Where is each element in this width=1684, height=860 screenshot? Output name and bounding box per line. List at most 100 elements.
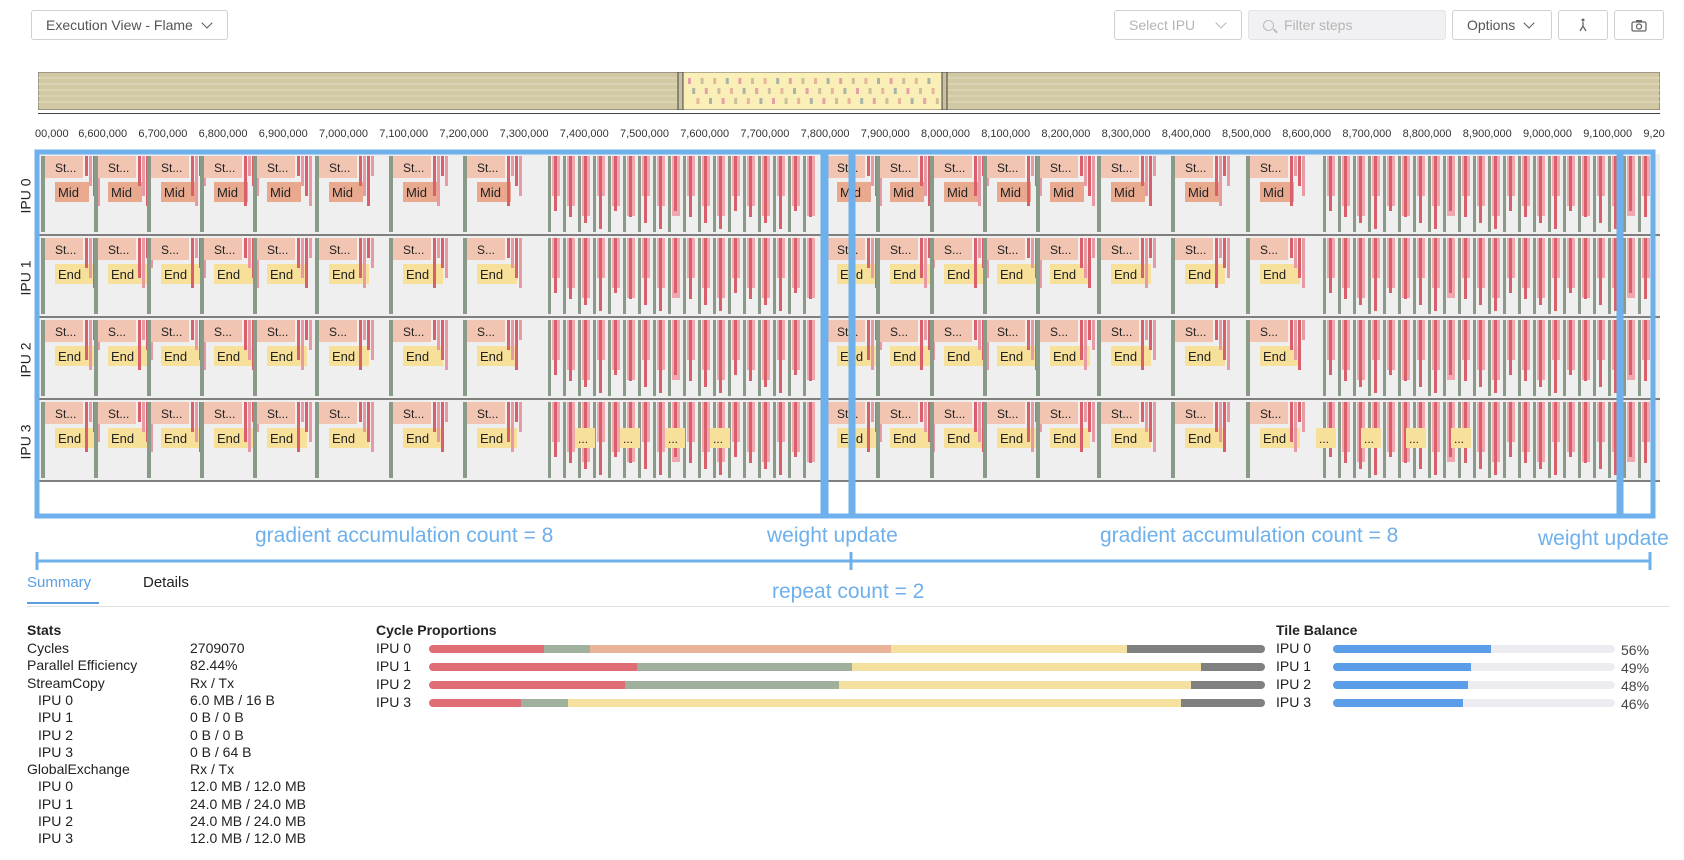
flame-graph[interactable]: St... Mid St... Mid St... Mid St... Mid St... Mid… — [38, 152, 1660, 514]
exchange-block — [191, 156, 194, 196]
exchange-block — [1329, 320, 1332, 375]
sync-bar — [758, 156, 761, 232]
exchange-block — [138, 156, 141, 186]
exchange-block — [138, 402, 141, 422]
exchange-block — [924, 156, 927, 196]
overview-mark — [730, 88, 733, 94]
exchange-block — [441, 402, 444, 452]
sync-bar — [1608, 402, 1611, 478]
sync-bar — [1548, 238, 1551, 314]
exchange-block — [1389, 320, 1392, 375]
tab-details[interactable]: Details — [143, 574, 189, 591]
overview-mark — [830, 88, 834, 94]
exchange-block — [1141, 238, 1144, 278]
timeline-overview[interactable] — [38, 72, 1660, 110]
flame-step-label: St... — [403, 243, 424, 257]
select-ipu-dropdown[interactable]: Select IPU — [1114, 10, 1242, 40]
time-tick-label: 6,800,000 — [198, 128, 248, 140]
exchange-block — [1153, 238, 1156, 268]
exchange-block — [1599, 238, 1602, 305]
stats-value: 6.0 MB / 16 B — [190, 691, 275, 708]
cycle-proportion-segment — [891, 645, 1128, 653]
exchange-block — [1554, 238, 1557, 311]
exchange-block — [1302, 320, 1305, 340]
sync-bar — [593, 156, 596, 232]
sync-bar — [1171, 238, 1175, 314]
sync-bar — [623, 238, 626, 314]
exchange-block — [809, 156, 812, 217]
exchange-block — [433, 156, 436, 196]
exchange-block — [511, 156, 514, 176]
sync-bar — [823, 238, 827, 314]
exchange-block — [1031, 156, 1034, 176]
exchange-block — [1141, 320, 1144, 370]
screenshot-button[interactable] — [1614, 10, 1664, 40]
flame-step-label: End — [217, 431, 240, 446]
exchange-block — [89, 156, 92, 186]
exchange-block — [1302, 238, 1305, 288]
tab-summary[interactable]: Summary — [27, 574, 92, 591]
sync-bar — [1578, 402, 1581, 478]
exchange-block — [1227, 156, 1230, 186]
exchange-block — [704, 402, 707, 469]
overview-mark — [713, 78, 717, 84]
overview-mark — [898, 98, 901, 104]
sync-bar — [1593, 238, 1596, 314]
overview-mark — [931, 88, 935, 94]
sync-bar — [1563, 320, 1566, 396]
exchange-block — [1389, 238, 1392, 293]
exchange-block — [1584, 402, 1587, 463]
exchange-block — [978, 238, 981, 258]
sync-bar — [1428, 320, 1431, 396]
flame-step-label: End — [164, 431, 187, 446]
exchange-block — [704, 238, 707, 305]
sync-bar — [1548, 402, 1551, 478]
tile-balance-fill — [1333, 699, 1463, 707]
stats-value: 2709070 — [190, 640, 245, 656]
flame-step-label: End — [332, 349, 355, 364]
exchange-block — [1359, 156, 1362, 223]
filter-steps-input[interactable]: Filter steps — [1248, 10, 1446, 40]
stats-value: 12.0 MB / 12.0 MB — [190, 778, 306, 795]
sync-bar — [1428, 402, 1431, 478]
exchange-block — [1644, 320, 1647, 381]
sync-bar — [1398, 156, 1401, 232]
sync-bar — [698, 402, 701, 478]
sync-bar — [1488, 320, 1491, 396]
sync-bar — [1246, 320, 1250, 396]
flame-step-label: St... — [108, 407, 129, 421]
flame-step-label: End — [270, 349, 293, 364]
tile-balance-fill — [1333, 681, 1469, 689]
time-tick-label: 7,300,000 — [499, 128, 549, 140]
weight-update-label-2: weight update — [1538, 527, 1669, 550]
time-tick-label: 7,400,000 — [559, 128, 609, 140]
exchange-block — [1031, 402, 1034, 452]
exchange-block — [85, 156, 88, 176]
exchange-block — [689, 402, 692, 463]
exchange-block — [1344, 402, 1347, 463]
time-tick-label: 8,600,000 — [1282, 128, 1332, 140]
exchange-block — [1302, 156, 1305, 196]
exchange-block — [1088, 402, 1091, 432]
sync-bar — [1608, 320, 1611, 396]
flame-step-label: End — [1188, 349, 1211, 364]
exchange-block — [704, 156, 707, 223]
flame-step-label: St... — [55, 243, 76, 257]
options-button[interactable]: Options — [1452, 10, 1552, 40]
flame-step-label: St... — [1050, 243, 1071, 257]
flame-step-label: St... — [890, 161, 911, 175]
tile-balance-percent: 48% — [1621, 678, 1650, 694]
flame-step-label: St... — [1050, 161, 1071, 175]
exchange-block — [85, 320, 88, 360]
exchange-block — [1389, 156, 1392, 211]
sync-bar — [253, 402, 257, 478]
exchange-block — [305, 402, 308, 432]
exchange-block — [367, 156, 370, 206]
accessibility-button[interactable] — [1558, 10, 1608, 40]
sync-bar — [147, 320, 151, 396]
exchange-block — [794, 320, 797, 375]
sync-bar — [773, 320, 776, 396]
view-select[interactable]: Execution View - Flame — [31, 10, 228, 40]
exchange-block — [1031, 238, 1034, 268]
sync-bar — [548, 402, 551, 478]
